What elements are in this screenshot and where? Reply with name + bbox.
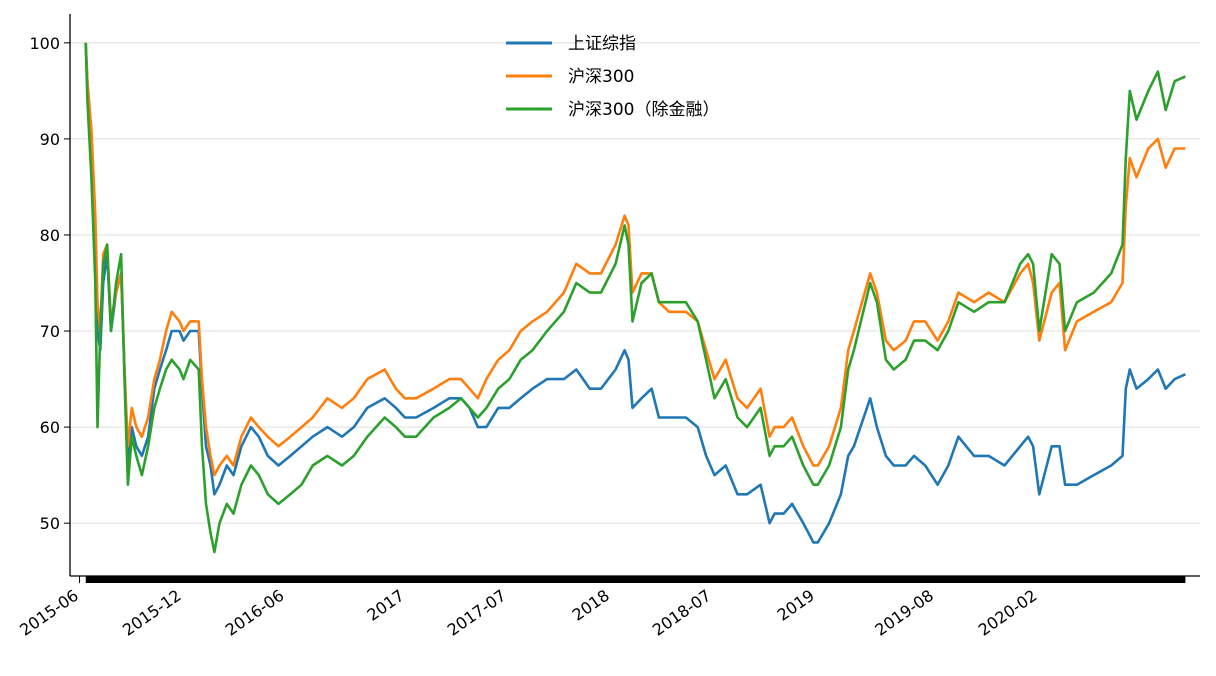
y-tick-label: 90 <box>40 130 60 149</box>
legend-label-3: 沪深300（除金融） <box>568 100 719 120</box>
y-tick-label: 100 <box>29 34 60 53</box>
x-minor-tick-band <box>85 576 1186 583</box>
y-tick-label: 60 <box>40 418 60 437</box>
x-tick-label: 2018-07 <box>649 586 715 640</box>
y-tick-label: 80 <box>40 226 60 245</box>
x-tick-label: 2019 <box>774 586 818 625</box>
series-line-1 <box>84 42 1186 544</box>
x-tick-label: 2015-06 <box>16 586 82 640</box>
x-tick-label: 2015-12 <box>119 586 185 640</box>
legend-label-1: 上证综指 <box>568 34 636 54</box>
series-line-3 <box>84 42 1186 554</box>
x-tick-label: 2018 <box>569 586 613 625</box>
y-tick-label: 50 <box>40 514 60 533</box>
axes <box>69 14 1200 583</box>
y-tick-label: 70 <box>40 322 60 341</box>
x-axis-ticks: 2015-06 2015-12 2016-06 2017 2017-07 2018 2018… <box>16 576 1040 640</box>
y-axis-ticks: 50 60 70 80 90 100 <box>29 34 70 533</box>
x-tick-label: 2020-02 <box>975 586 1041 640</box>
x-tick-label: 2017 <box>364 586 408 625</box>
series-line-2 <box>84 42 1186 477</box>
series-lines <box>84 42 1186 554</box>
x-tick-label: 2016-06 <box>222 586 288 640</box>
legend-label-2: 沪深300 <box>568 67 634 87</box>
x-tick-label: 2019-08 <box>871 586 937 640</box>
x-tick-label: 2017-07 <box>444 586 510 640</box>
